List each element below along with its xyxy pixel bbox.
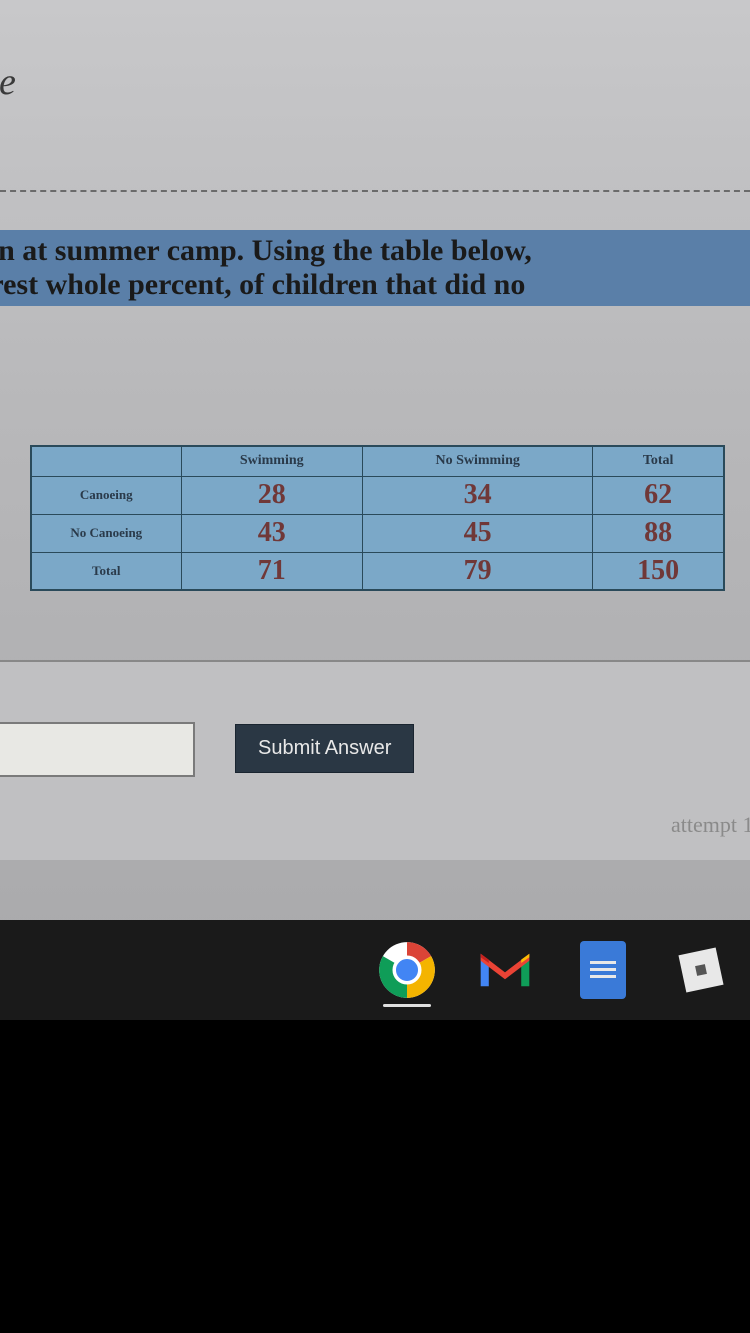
- data-table-container: Swimming No Swimming Total Canoeing 28 3…: [30, 445, 725, 591]
- cell: 28: [181, 476, 363, 514]
- question-line-1: ren at summer camp. Using the table belo…: [0, 234, 750, 268]
- two-way-table: Swimming No Swimming Total Canoeing 28 3…: [30, 445, 725, 591]
- cell: 45: [363, 514, 593, 552]
- cell: 62: [593, 476, 724, 514]
- cell: 34: [363, 476, 593, 514]
- col-header-total: Total: [593, 446, 724, 476]
- row-label-canoeing: Canoeing: [31, 476, 181, 514]
- chrome-icon[interactable]: [378, 941, 436, 999]
- cell: 43: [181, 514, 363, 552]
- screen-area: ge ren at summer camp. Using the table b…: [0, 0, 750, 1020]
- row-label-no-canoeing: No Canoeing: [31, 514, 181, 552]
- gmail-icon[interactable]: [476, 941, 534, 999]
- col-header-no-swimming: No Swimming: [363, 446, 593, 476]
- table-header-row: Swimming No Swimming Total: [31, 446, 724, 476]
- attempt-counter: attempt 1 o: [671, 812, 750, 838]
- question-line-2: earest whole percent, of children that d…: [0, 268, 750, 302]
- docs-icon[interactable]: [574, 941, 632, 999]
- header-fragment: ge: [0, 60, 16, 104]
- question-text: ren at summer camp. Using the table belo…: [0, 230, 750, 306]
- table-row: Canoeing 28 34 62: [31, 476, 724, 514]
- answer-section: Submit Answer attempt 1 o: [0, 660, 750, 860]
- cell: 79: [363, 552, 593, 590]
- roblox-icon[interactable]: [672, 941, 730, 999]
- black-area: [0, 1020, 750, 1333]
- cell: 150: [593, 552, 724, 590]
- divider: [0, 190, 750, 192]
- cell: 71: [181, 552, 363, 590]
- row-label-total: Total: [31, 552, 181, 590]
- table-row: No Canoeing 43 45 88: [31, 514, 724, 552]
- taskbar: [0, 920, 750, 1020]
- submit-answer-button[interactable]: Submit Answer: [235, 724, 414, 773]
- answer-input[interactable]: [0, 722, 195, 777]
- table-row: Total 71 79 150: [31, 552, 724, 590]
- cell: 88: [593, 514, 724, 552]
- corner-cell: [31, 446, 181, 476]
- col-header-swimming: Swimming: [181, 446, 363, 476]
- active-indicator: [383, 1004, 431, 1007]
